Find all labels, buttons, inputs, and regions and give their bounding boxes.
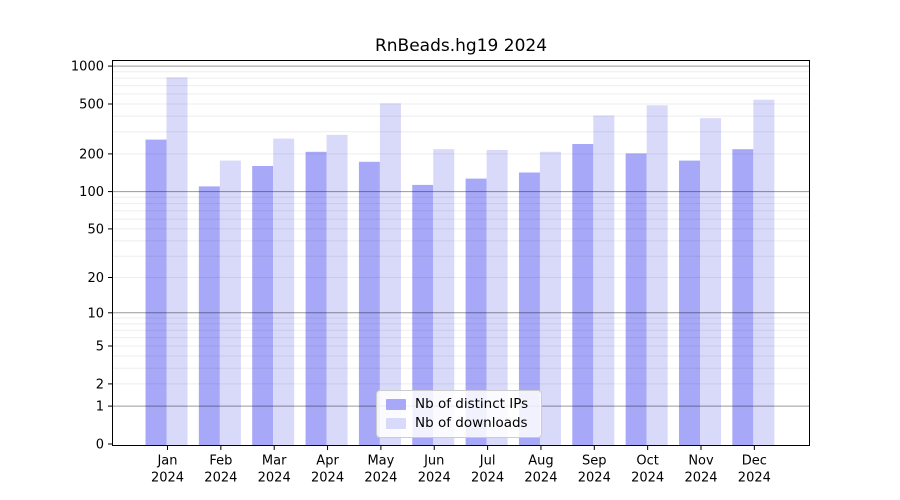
bar-downloads-sep (593, 115, 615, 446)
x-tick-label-month: Apr (316, 454, 339, 469)
x-tick-label-month: Oct (636, 454, 658, 469)
bar-downloads-apr (326, 134, 348, 446)
x-tick-label-year: 2024 (738, 471, 771, 486)
bar-ips-dec (732, 149, 754, 446)
x-tick-label-year: 2024 (684, 471, 717, 486)
bar-ips-may (358, 161, 380, 446)
x-tick-label-year: 2024 (311, 471, 344, 486)
legend: Nb of distinct IPs Nb of downloads (376, 390, 543, 438)
chart-title: RnBeads.hg19 2024 (374, 36, 548, 56)
x-tick-label-month: Jun (423, 454, 444, 469)
plot-frame (112, 60, 810, 446)
x-tick-label-year: 2024 (631, 471, 664, 486)
bar-downloads-feb (219, 160, 241, 446)
legend-swatch-downloads-icon (386, 417, 406, 429)
bar-ips-jul (465, 178, 487, 446)
bar-downloads-may (379, 103, 401, 446)
bar-ips-jun (412, 184, 434, 446)
x-tick-label-year: 2024 (471, 471, 504, 486)
y-tick-label: 500 (79, 98, 104, 113)
x-tick-label-year: 2024 (258, 471, 291, 486)
bar-downloads-nov (700, 118, 721, 446)
y-tick-label: 1000 (71, 60, 104, 75)
bar-ips-oct (625, 153, 647, 446)
y-tick-label: 20 (87, 271, 104, 286)
bar-ips-aug (518, 172, 540, 446)
legend-row-ips: Nb of distinct IPs (386, 396, 528, 412)
x-tick-label-month: Dec (742, 454, 767, 469)
y-tick-label: 5 (96, 340, 104, 355)
x-tick-label-month: Aug (528, 454, 553, 469)
x-tick-label-year: 2024 (524, 471, 557, 486)
x-tick-label-month: Mar (262, 454, 287, 469)
bar-ips-nov (679, 160, 700, 446)
legend-row-downloads: Nb of downloads (386, 415, 528, 431)
bar-downloads-jan (166, 77, 188, 446)
y-tick-label: 50 (87, 222, 104, 237)
x-tick-label-year: 2024 (151, 471, 184, 486)
legend-label-downloads: Nb of downloads (415, 415, 528, 431)
y-tick-label: 100 (79, 185, 104, 200)
bar-ips-apr (305, 151, 327, 446)
bar-downloads-jul (486, 150, 508, 446)
bar-ips-mar (252, 166, 274, 446)
bar-downloads-aug (539, 151, 561, 446)
x-tick-label-month: Feb (209, 454, 232, 469)
bar-downloads-jun (433, 149, 455, 446)
x-tick-label-month: Nov (688, 454, 714, 469)
x-tick-label-month: May (367, 454, 394, 469)
x-tick-label-year: 2024 (204, 471, 237, 486)
bar-ips-feb (198, 186, 220, 446)
x-tick-label-month: Sep (582, 454, 607, 469)
y-tick-label: 200 (79, 147, 104, 162)
bar-downloads-oct (646, 105, 668, 446)
legend-swatch-ips-icon (386, 398, 406, 410)
x-tick-label-month: Jan (156, 454, 177, 469)
x-tick-label-year: 2024 (364, 471, 397, 486)
bar-downloads-dec (753, 99, 775, 446)
x-tick-label-year: 2024 (578, 471, 611, 486)
y-tick-label: 10 (87, 306, 104, 321)
x-tick-label-month: Jul (479, 454, 496, 469)
y-tick-label: 0 (96, 438, 104, 453)
legend-label-ips: Nb of distinct IPs (415, 396, 529, 412)
bar-ips-jan (145, 139, 167, 446)
x-tick-label-year: 2024 (418, 471, 451, 486)
y-tick-label: 1 (96, 400, 104, 415)
y-tick-label: 2 (96, 377, 104, 392)
bar-downloads-mar (273, 138, 295, 446)
bar-ips-sep (572, 144, 594, 446)
